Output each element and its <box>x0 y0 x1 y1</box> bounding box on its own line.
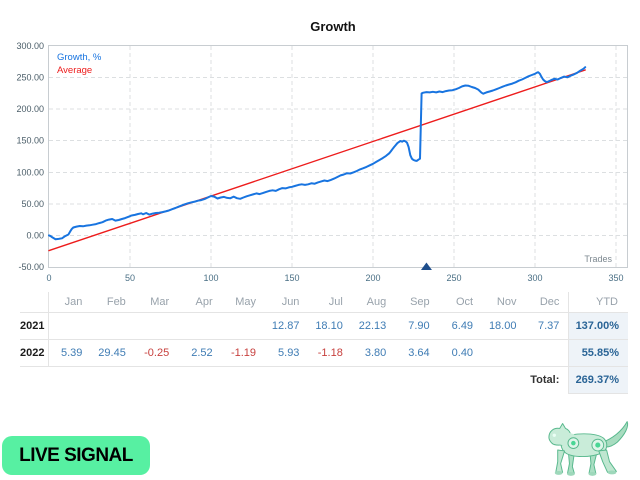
x-axis-tick-label: 200 <box>365 273 380 283</box>
month-header: Aug <box>351 292 396 313</box>
year-column-header <box>20 292 49 313</box>
month-return-cell <box>91 312 135 340</box>
mascot-paw-4 <box>607 470 617 475</box>
month-return-cell: 3.80 <box>351 339 396 367</box>
month-header: Oct <box>438 292 483 313</box>
month-return-cell: 22.13 <box>351 312 396 340</box>
x-axis-tick-label: 250 <box>446 273 461 283</box>
year-label: 2022 <box>20 339 49 367</box>
growth-chart: Growth 300.00 250.00 200.00 150.00 100.00 50.… <box>16 19 628 283</box>
month-header: Nov <box>482 292 526 313</box>
month-return-cell: -1.18 <box>308 339 352 367</box>
month-return-cell: -0.25 <box>134 339 179 367</box>
y-axis-tick-label: 50.00 <box>21 199 44 209</box>
month-header: Dec <box>525 292 569 313</box>
month-return-cell: 5.39 <box>48 339 92 367</box>
x-axis-tick-label: 50 <box>125 273 135 283</box>
x-axis-tick-label: 0 <box>46 273 51 283</box>
total-label: Total: <box>530 374 560 387</box>
live-signal-button[interactable]: LIVE SIGNAL <box>2 436 150 475</box>
y-axis-tick-label: 100.00 <box>16 167 44 177</box>
total-row: Total: 269.37% <box>20 366 628 394</box>
mascot-paw-1 <box>554 470 563 475</box>
table-header-row: Jan Feb Mar Apr May Jun Jul Aug Sep Oct Nov Dec YTD <box>20 292 628 313</box>
chart-plot-area: 300.00 250.00 200.00 150.00 100.00 50.00 0.00 -… <box>16 41 628 283</box>
month-return-cell: 3.64 <box>395 339 439 367</box>
x-axis-tick-label: 150 <box>284 273 299 283</box>
month-return-cell: 0.40 <box>438 339 483 367</box>
month-return-cell: 7.90 <box>395 312 439 340</box>
mascot-paw-3 <box>588 471 597 476</box>
table-row-2021: 2021 12.87 18.10 22.13 7.90 6.49 18.00 7.37 137.… <box>20 312 628 340</box>
month-header: Apr <box>178 292 222 313</box>
monthly-returns-table: Jan Feb Mar Apr May Jun Jul Aug Sep Oct Nov Dec YTD 2… <box>20 292 628 394</box>
deposit-marker-icon <box>420 262 432 270</box>
ytd-value-cell: 137.00% <box>568 312 628 340</box>
month-return-cell <box>221 312 266 340</box>
month-return-cell: -1.19 <box>221 339 266 367</box>
total-value-cell: 269.37% <box>568 366 628 394</box>
chart-title: Growth <box>310 19 356 34</box>
month-return-cell: 12.87 <box>265 312 309 340</box>
y-axis-tick-label: 200.00 <box>16 104 44 114</box>
mascot-hip-core <box>595 442 601 448</box>
mascot-shoulder-core <box>571 440 576 446</box>
month-header: Feb <box>91 292 135 313</box>
ytd-value-cell: 55.85% <box>568 339 628 367</box>
month-return-cell: 29.45 <box>91 339 135 367</box>
month-header: Jun <box>265 292 309 313</box>
month-return-cell: 18.00 <box>482 312 526 340</box>
month-return-cell: 18.10 <box>308 312 352 340</box>
month-return-cell <box>178 312 222 340</box>
mascot-paw-2 <box>567 471 575 476</box>
x-axis-tick-label: 350 <box>608 273 623 283</box>
x-axis-tick-label: 300 <box>527 273 542 283</box>
ytd-header: YTD <box>568 292 628 313</box>
month-return-cell: 6.49 <box>438 312 483 340</box>
mascot-front-leg-near <box>555 449 566 473</box>
mascot-eye <box>552 433 556 437</box>
month-return-cell: 7.37 <box>525 312 569 340</box>
plot-border <box>48 45 628 268</box>
month-return-cell <box>134 312 179 340</box>
y-axis-tick-label: -50.00 <box>18 262 44 272</box>
month-return-cell <box>525 339 569 367</box>
legend-growth-label: Growth, % <box>57 52 102 63</box>
year-label: 2021 <box>20 312 49 340</box>
legend-average-label: Average <box>57 65 92 76</box>
x-axis-tick-label: 100 <box>203 273 218 283</box>
y-axis-tick-label: 150.00 <box>16 136 44 146</box>
table-row-2022: 2022 5.39 29.45 -0.25 2.52 -1.19 5.93 -1.18 3.80… <box>20 339 628 367</box>
month-header: Mar <box>134 292 179 313</box>
month-header: Jul <box>308 292 352 313</box>
month-return-cell <box>48 312 92 340</box>
month-header: Sep <box>395 292 439 313</box>
month-header: May <box>221 292 266 313</box>
x-axis-title: Trades <box>584 254 612 264</box>
month-return-cell: 2.52 <box>178 339 222 367</box>
y-axis-tick-label: 250.00 <box>16 73 44 83</box>
y-axis-tick-label: 0.00 <box>26 230 44 240</box>
robot-tiger-mascot <box>548 421 629 476</box>
y-axis-tick-label: 300.00 <box>16 41 44 51</box>
average-line <box>48 69 586 252</box>
monthly-returns-section: Jan Feb Mar Apr May Jun Jul Aug Sep Oct Nov Dec YTD 2… <box>20 292 632 394</box>
mascot-rear-leg-near <box>598 449 617 473</box>
growth-line <box>48 66 587 241</box>
month-return-cell: 5.93 <box>265 339 309 367</box>
month-header: Jan <box>48 292 92 313</box>
month-return-cell <box>482 339 526 367</box>
